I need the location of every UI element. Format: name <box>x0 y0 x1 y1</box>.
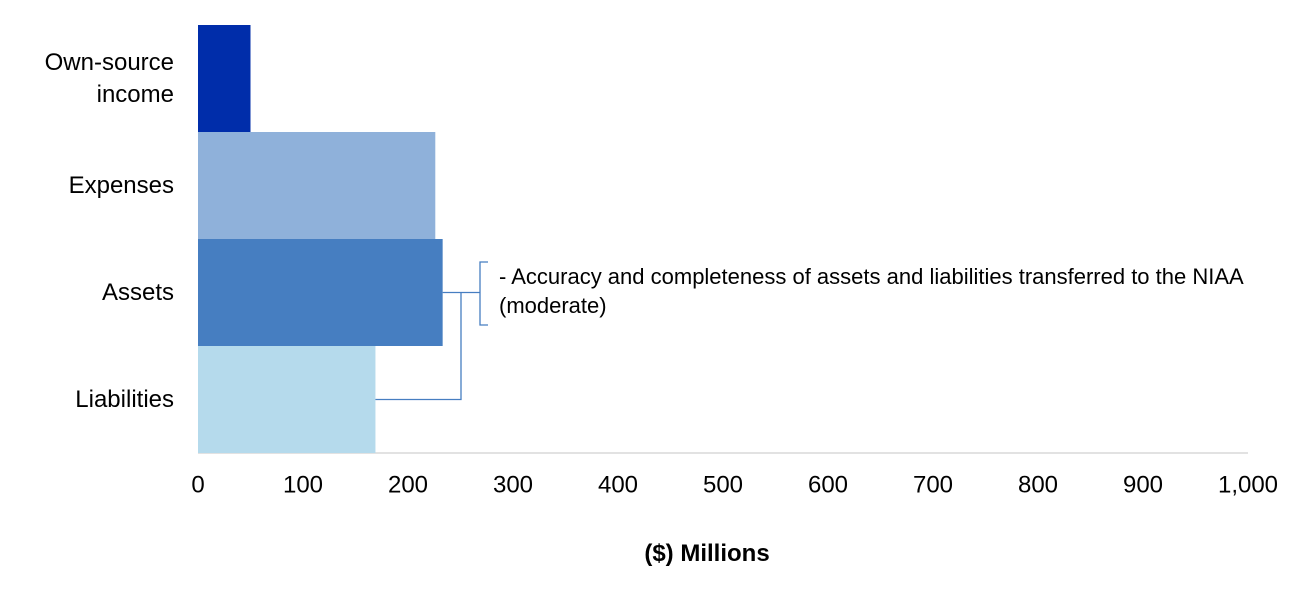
x-tick-label: 900 <box>1123 471 1163 498</box>
x-tick-label: 800 <box>1018 471 1058 498</box>
x-tick-label: 200 <box>388 471 428 498</box>
x-tick-label: 500 <box>703 471 743 498</box>
x-tick-label: 1,000 <box>1218 471 1278 498</box>
y-tick-label: Liabilities <box>75 385 174 413</box>
x-tick-label: 300 <box>493 471 533 498</box>
x-tick-label: 600 <box>808 471 848 498</box>
x-tick-label: 0 <box>191 471 204 498</box>
connector <box>375 292 462 401</box>
y-tick-label: Own-source income <box>44 48 174 108</box>
bar <box>198 239 443 346</box>
x-tick-label: 700 <box>913 471 953 498</box>
x-axis-title: ($) Millions <box>644 540 770 567</box>
bar <box>198 25 251 132</box>
y-tick-label: Expenses <box>68 171 174 199</box>
x-tick-label: 100 <box>283 471 323 498</box>
bar <box>198 346 376 453</box>
y-tick-label: Assets <box>101 278 174 306</box>
x-tick-label: 400 <box>598 471 638 498</box>
bracket <box>479 261 488 326</box>
bar <box>198 132 436 239</box>
annotation: - Accuracy and completeness of assets an… <box>499 264 1243 318</box>
